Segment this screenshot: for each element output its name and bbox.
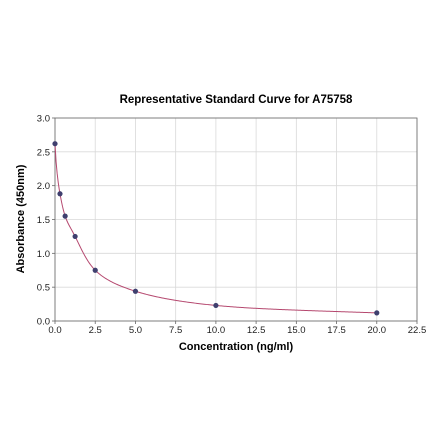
x-axis-ticks: 0.0 2.5 5.0 7.5 10.0 12.5 15.0 17.5 20.0 22.5 (48, 321, 426, 336)
data-point (57, 191, 63, 197)
data-point (72, 233, 78, 240)
x-tick-label: 0.0 (48, 325, 61, 336)
y-tick-label: 2.0 (37, 181, 50, 192)
x-tick-label: 12.5 (247, 325, 266, 336)
x-tick-label: 5.0 (129, 325, 142, 336)
x-tick-label: 15.0 (287, 325, 306, 336)
data-point (52, 141, 58, 147)
x-tick-label: 22.5 (408, 325, 427, 336)
y-tick-label: 1.5 (37, 215, 50, 226)
y-tick-label: 2.5 (37, 147, 50, 158)
y-tick-label: 1.0 (37, 249, 50, 260)
chart-title: Representative Standard Curve for A75758 (120, 94, 353, 106)
data-point (213, 302, 219, 309)
data-point (132, 288, 139, 294)
y-axis-label: Absorbance (450nm) (15, 164, 27, 273)
data-point (62, 213, 68, 219)
data-point (92, 267, 98, 273)
x-tick-label: 10.0 (207, 325, 226, 336)
grid-lines (54, 117, 418, 322)
x-axis-label: Concentration (ng/ml) (179, 341, 294, 353)
x-tick-label: 20.0 (368, 325, 387, 336)
y-tick-label: 3.0 (37, 114, 50, 125)
y-axis-ticks: 0.0 0.5 1.0 1.5 2.0 2.5 3.0 (37, 114, 55, 328)
x-tick-label: 7.5 (169, 325, 182, 336)
y-tick-label: 0.0 (37, 317, 50, 328)
y-tick-label: 0.5 (37, 283, 50, 294)
data-points (52, 141, 380, 316)
x-tick-label: 17.5 (327, 325, 346, 336)
x-tick-label: 2.5 (89, 325, 102, 336)
data-point (374, 310, 380, 316)
